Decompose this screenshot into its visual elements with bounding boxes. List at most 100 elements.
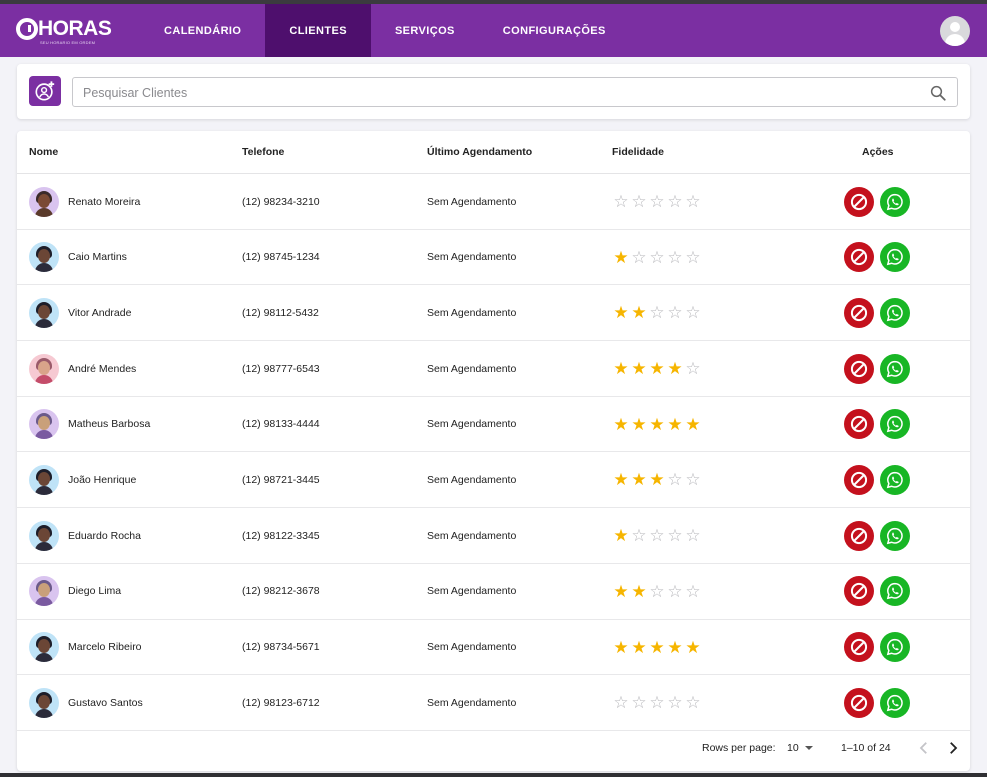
star-icon[interactable]: ☆ (631, 526, 647, 546)
block-client-button[interactable] (844, 632, 874, 662)
star-icon[interactable]: ★ (667, 637, 683, 657)
whatsapp-button[interactable] (880, 186, 910, 217)
whatsapp-button[interactable] (880, 297, 910, 328)
star-icon[interactable]: ★ (613, 247, 629, 267)
star-icon[interactable]: ★ (649, 637, 665, 657)
table-row[interactable]: Gustavo Santos (12) 98123-6712 Sem Agendam… (17, 675, 970, 731)
block-client-button[interactable] (844, 297, 874, 328)
client-name[interactable]: Gustavo Santos (68, 696, 143, 709)
star-icon[interactable]: ☆ (667, 470, 683, 490)
whatsapp-button[interactable] (880, 520, 910, 551)
table-row[interactable]: João Henrique (12) 98721-3445 Sem Agendame… (17, 452, 970, 509)
star-icon[interactable]: ★ (613, 526, 629, 546)
star-icon[interactable]: ☆ (685, 581, 701, 601)
star-icon[interactable]: ★ (631, 303, 647, 323)
client-name[interactable]: Renato Moreira (68, 195, 141, 208)
star-icon[interactable]: ★ (685, 414, 701, 434)
whatsapp-button[interactable] (880, 687, 910, 718)
star-icon[interactable]: ☆ (649, 526, 665, 546)
add-client-button[interactable] (29, 76, 61, 106)
star-icon[interactable]: ☆ (613, 693, 629, 713)
star-icon[interactable]: ☆ (631, 693, 647, 713)
rows-per-page-select[interactable]: 10 (787, 742, 813, 754)
star-icon[interactable]: ☆ (685, 303, 701, 323)
star-icon[interactable]: ☆ (667, 192, 683, 211)
star-icon[interactable]: ☆ (649, 192, 665, 211)
star-icon[interactable]: ☆ (685, 526, 701, 546)
client-name[interactable]: Diego Lima (68, 585, 122, 598)
search-input[interactable] (83, 83, 903, 103)
block-client-button[interactable] (844, 242, 874, 273)
whatsapp-button[interactable] (880, 242, 910, 273)
client-name[interactable]: André Mendes (68, 362, 137, 375)
table-row[interactable]: Marcelo Ribeiro (12) 98734-5671 Sem Agenda… (17, 620, 970, 676)
block-client-button[interactable] (844, 353, 874, 384)
next-page-icon[interactable] (944, 739, 962, 757)
app-logo[interactable]: HORAS SEU HORARIO EM ORDEM (16, 16, 112, 46)
user-avatar-icon[interactable] (940, 16, 970, 46)
header-phone[interactable]: Telefone (242, 146, 285, 158)
star-icon[interactable]: ☆ (685, 192, 701, 211)
whatsapp-button[interactable] (880, 632, 910, 662)
block-client-button[interactable] (844, 409, 874, 440)
whatsapp-button[interactable] (880, 353, 910, 384)
star-icon[interactable]: ★ (613, 637, 629, 657)
client-name[interactable]: Marcelo Ribeiro (68, 641, 142, 653)
block-client-button[interactable] (844, 576, 874, 607)
header-fidelity[interactable]: Fidelidade (612, 146, 664, 158)
star-icon[interactable]: ★ (613, 581, 629, 601)
client-name[interactable]: Eduardo Rocha (68, 529, 141, 542)
star-icon[interactable]: ★ (649, 359, 665, 379)
star-icon[interactable]: ★ (613, 470, 629, 490)
client-name[interactable]: Caio Martins (68, 251, 127, 264)
table-row[interactable]: André Mendes (12) 98777-6543 Sem Agendamen… (17, 341, 970, 397)
star-icon[interactable]: ★ (649, 470, 665, 490)
star-icon[interactable]: ★ (613, 414, 629, 434)
header-last-appointment[interactable]: Último Agendamento (427, 146, 533, 158)
star-icon[interactable]: ☆ (685, 359, 701, 379)
table-row[interactable]: Renato Moreira (12) 98234-3210 Sem Agendam… (17, 174, 970, 230)
client-name[interactable]: Vitor Andrade (68, 306, 132, 319)
table-row[interactable]: Diego Lima (12) 98212-3678 Sem Agendamento… (17, 564, 970, 620)
header-name[interactable]: Nome (29, 146, 59, 158)
table-row[interactable]: Matheus Barbosa (12) 98133-4444 Sem Agenda… (17, 397, 970, 453)
table-row[interactable]: Eduardo Rocha (12) 98122-3345 Sem Agendame… (17, 508, 970, 564)
star-icon[interactable]: ☆ (685, 470, 701, 490)
star-icon[interactable]: ☆ (649, 581, 665, 601)
star-icon[interactable]: ☆ (667, 303, 683, 323)
client-name[interactable]: Matheus Barbosa (68, 418, 151, 431)
star-icon[interactable]: ☆ (631, 247, 647, 267)
whatsapp-button[interactable] (880, 464, 910, 495)
whatsapp-button[interactable] (880, 409, 910, 440)
block-client-button[interactable] (844, 520, 874, 551)
star-icon[interactable]: ★ (613, 303, 629, 323)
star-icon[interactable]: ☆ (667, 247, 683, 267)
table-row[interactable]: Caio Martins (12) 98745-1234 Sem Agendamen… (17, 230, 970, 286)
star-icon[interactable]: ★ (631, 470, 647, 490)
star-icon[interactable]: ★ (667, 414, 683, 434)
search-icon[interactable] (929, 84, 947, 102)
nav-tab-servicos[interactable]: SERVIÇOS (394, 24, 455, 37)
nav-tab-configuracoes[interactable]: CONFIGURAÇÕES (502, 24, 606, 37)
block-client-button[interactable] (844, 186, 874, 217)
star-icon[interactable]: ☆ (685, 247, 701, 267)
nav-tab-clientes[interactable]: CLIENTES (265, 4, 371, 57)
star-icon[interactable]: ☆ (685, 693, 701, 713)
star-icon[interactable]: ☆ (649, 303, 665, 323)
table-row[interactable]: Vitor Andrade (12) 98112-5432 Sem Agendame… (17, 285, 970, 342)
star-icon[interactable]: ★ (631, 581, 647, 601)
star-icon[interactable]: ★ (649, 414, 665, 434)
star-icon[interactable]: ★ (631, 359, 647, 379)
star-icon[interactable]: ★ (613, 359, 629, 379)
whatsapp-button[interactable] (880, 576, 910, 607)
block-client-button[interactable] (844, 687, 874, 718)
client-name[interactable]: João Henrique (68, 473, 137, 486)
block-client-button[interactable] (844, 464, 874, 495)
star-icon[interactable]: ★ (667, 359, 683, 379)
star-icon[interactable]: ★ (631, 414, 647, 434)
previous-page-icon[interactable] (915, 739, 933, 757)
star-icon[interactable]: ☆ (649, 693, 665, 713)
star-icon[interactable]: ☆ (631, 192, 647, 211)
star-icon[interactable]: ☆ (667, 581, 683, 601)
nav-tab-calendario[interactable]: CALENDÁRIO (164, 24, 242, 37)
